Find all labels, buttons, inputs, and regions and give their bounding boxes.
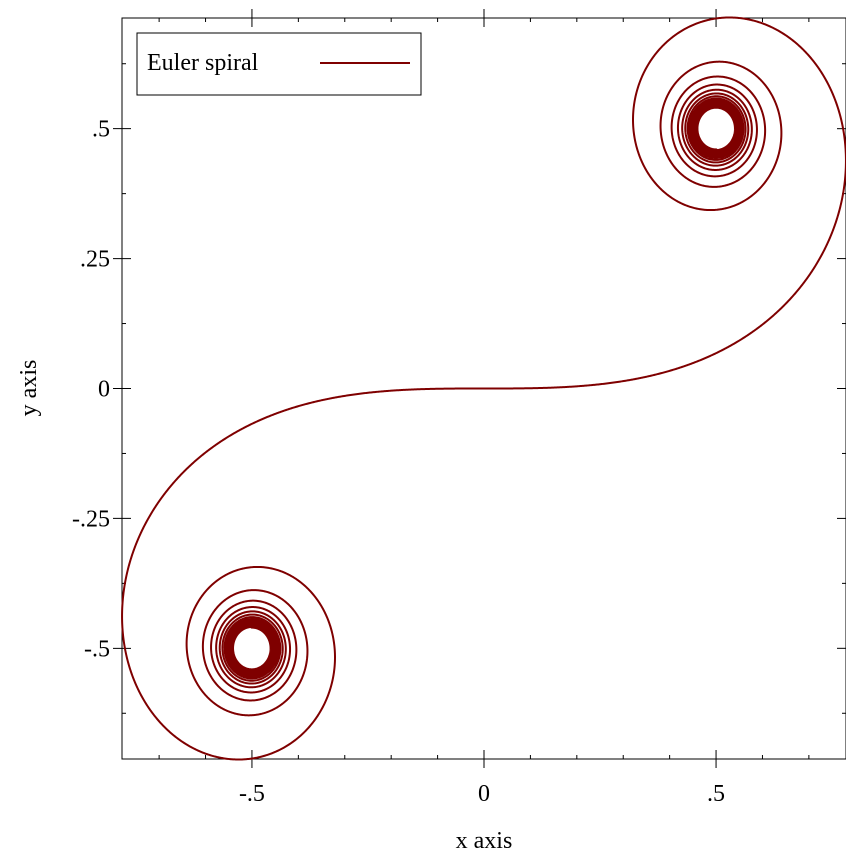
- y-tick-label: -.5: [84, 636, 110, 662]
- x-tick-label: -.5: [239, 781, 265, 807]
- x-tick-label: .5: [707, 781, 725, 807]
- legend-label: Euler spiral: [147, 50, 259, 76]
- series-line-euler-spiral: [121, 16, 846, 761]
- x-tick-label: 0: [478, 781, 490, 807]
- x-axis-label: x axis: [456, 828, 513, 854]
- tick-marks: [113, 9, 846, 768]
- y-tick-label: .25: [80, 247, 110, 273]
- y-tick-label: 0: [98, 377, 110, 403]
- tick-labels: -.5 0 .5 .5 .25 0 -.25 -.5: [72, 117, 725, 807]
- y-axis-label: y axis: [16, 360, 42, 417]
- y-tick-label: -.25: [72, 506, 110, 532]
- y-tick-label: .5: [92, 117, 110, 143]
- legend: Euler spiral: [136, 32, 422, 96]
